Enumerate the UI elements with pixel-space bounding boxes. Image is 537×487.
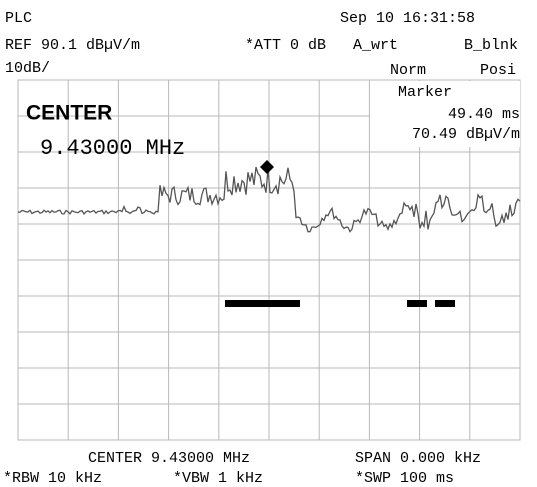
detector-b: Posi: [480, 62, 516, 79]
marker-level: 70.49 dBµV/m: [412, 126, 520, 143]
footer-center: CENTER 9.43000 MHz: [88, 450, 250, 467]
marker-box: [370, 81, 520, 147]
trace-b: B_blnk: [464, 37, 518, 54]
marker-label: Marker: [398, 84, 452, 101]
footer-rbw: *RBW 10 kHz: [3, 470, 102, 487]
marker-diamond: [260, 160, 274, 174]
trace-a: A_wrt: [353, 37, 398, 54]
datetime: Sep 10 16:31:58: [340, 10, 475, 27]
center-value: 9.43000 MHz: [40, 136, 185, 161]
footer-span: SPAN 0.000 kHz: [355, 450, 481, 467]
marker-time: 49.40 ms: [448, 106, 520, 123]
graticule: [18, 80, 520, 440]
graticule-border: [17, 79, 521, 441]
gate-bar: [225, 300, 300, 307]
attenuation: *ATT 0 dB: [245, 37, 326, 54]
center-label: CENTER: [26, 102, 112, 125]
footer-swp: *SWP 100 ms: [355, 470, 454, 487]
gate-bar: [407, 300, 427, 307]
footer-vbw: *VBW 1 kHz: [173, 470, 263, 487]
gate-bar: [435, 300, 455, 307]
detector-a: Norm: [390, 62, 426, 79]
scale: 10dB/: [5, 60, 50, 77]
trace: [17, 166, 521, 233]
ref-level: REF 90.1 dBµV/m: [5, 37, 140, 54]
mode-title: PLC: [5, 10, 32, 27]
